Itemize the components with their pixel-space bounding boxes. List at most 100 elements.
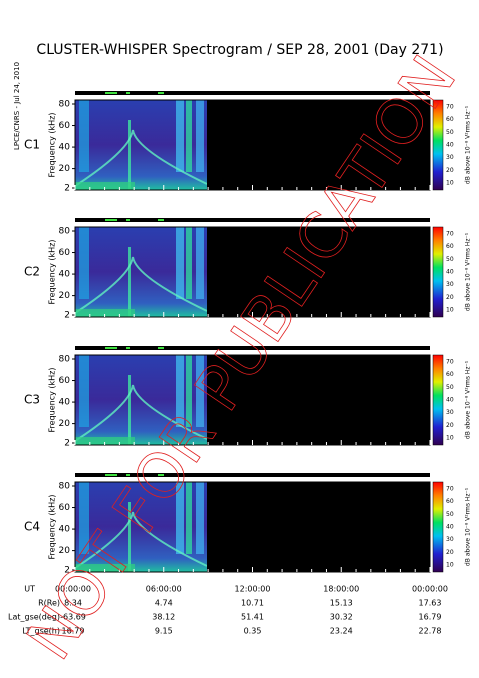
colorbar-tick-label: 40: [446, 142, 454, 149]
y-tick-label: 20: [59, 164, 71, 174]
colorbar-tick-label: 10: [446, 435, 454, 442]
ephemeris-value: 15.13: [330, 599, 353, 608]
spectrogram: [75, 227, 207, 317]
y-tick-label: 20: [59, 291, 71, 301]
y-tick-label: 2: [64, 439, 70, 449]
colorbar: [432, 481, 444, 573]
colorbar-label: dB above 10⁻⁸ V²rms Hz⁻¹: [465, 232, 472, 311]
colorbar-tick-label: 20: [446, 294, 454, 301]
panel-label: C4: [24, 520, 40, 534]
status-mark: [126, 219, 130, 221]
status-bar: [75, 91, 430, 95]
colorbar-tick-label: 10: [446, 180, 454, 187]
colorbar: [432, 354, 444, 446]
y-tick-label: 60: [59, 376, 71, 386]
spectral-feature: [196, 482, 204, 554]
y-axis-label: Frequency (kHz): [48, 240, 57, 305]
spectral-feature: [79, 482, 89, 554]
colorbar-tick-label: 60: [446, 243, 454, 250]
y-tick-label: 60: [59, 248, 71, 258]
ephemeris-value: 10.71: [241, 599, 264, 608]
spectrogram: [75, 100, 207, 190]
ephemeris-value: 16.79: [62, 627, 85, 636]
spectral-feature: [79, 100, 89, 172]
ephemeris-label: UT: [24, 585, 35, 594]
colorbar-tick-label: 30: [446, 281, 454, 288]
status-mark: [158, 347, 164, 349]
colorbar-tick-label: 60: [446, 116, 454, 123]
status-mark: [158, 219, 164, 221]
colorbar-tick-label: 70: [446, 359, 454, 366]
spectral-feature: [75, 564, 135, 572]
status-mark: [105, 474, 117, 476]
y-axis-label: Frequency (kHz): [48, 368, 57, 433]
status-bar: [75, 346, 430, 350]
status-bar: [75, 473, 430, 477]
panel-label: C2: [24, 265, 40, 279]
spectral-feature: [128, 247, 131, 317]
colorbar-tick-label: 40: [446, 524, 454, 531]
status-mark: [105, 219, 117, 221]
colorbar-tick-label: 60: [446, 498, 454, 505]
colorbar-tick-label: 70: [446, 231, 454, 238]
colorbar-tick-label: 70: [446, 104, 454, 111]
y-tick-label: 20: [59, 546, 71, 556]
colorbar-tick-label: 50: [446, 129, 454, 136]
spectral-feature: [186, 482, 192, 554]
spectral-feature: [74, 384, 208, 442]
spectral-feature: [128, 120, 131, 190]
colorbar-tick-label: 40: [446, 269, 454, 276]
ephemeris-value: 30.32: [330, 613, 353, 622]
y-tick-label: 80: [59, 355, 71, 365]
colorbar-tick-label: 20: [446, 167, 454, 174]
spectral-feature: [75, 309, 135, 317]
spectral-feature: [176, 482, 184, 554]
colorbar-tick-label: 10: [446, 307, 454, 314]
spectral-feature: [128, 502, 131, 572]
colorbar-label: dB above 10⁻⁸ V²rms Hz⁻¹: [465, 487, 472, 566]
title: CLUSTER-WHISPER Spectrogram / SEP 28, 20…: [36, 42, 443, 58]
colorbar-tick-label: 30: [446, 536, 454, 543]
y-tick-label: 40: [59, 525, 71, 535]
spectral-feature: [75, 182, 135, 190]
no-data: [207, 227, 430, 317]
colorbar: [432, 99, 444, 191]
no-data: [207, 482, 430, 572]
ephemeris-value: 23.24: [330, 627, 353, 636]
colorbar-tick-label: 50: [446, 384, 454, 391]
ephemeris-value: 22.78: [419, 627, 442, 636]
spectral-feature: [74, 511, 208, 569]
spectral-feature: [75, 437, 135, 445]
spectral-feature: [186, 100, 192, 172]
spectral-feature: [186, 227, 192, 299]
y-tick-label: 80: [59, 100, 71, 110]
colorbar-tick-label: 30: [446, 409, 454, 416]
y-tick-label: 20: [59, 419, 71, 429]
no-data: [207, 100, 430, 190]
ephemeris-value: 0.35: [244, 627, 262, 636]
panel-label: C3: [24, 393, 40, 407]
y-tick-label: 60: [59, 121, 71, 131]
y-tick-label: 2: [64, 566, 70, 576]
colorbar-label: dB above 10⁻⁸ V²rms Hz⁻¹: [465, 360, 472, 439]
status-mark: [158, 92, 164, 94]
status-mark: [158, 474, 164, 476]
spectral-feature: [79, 227, 89, 299]
status-mark: [126, 347, 130, 349]
colorbar-tick-label: 20: [446, 549, 454, 556]
colorbar-tick-label: 30: [446, 154, 454, 161]
spectral-feature: [128, 375, 131, 445]
colorbar-tick-label: 10: [446, 562, 454, 569]
spectrogram: [75, 355, 207, 445]
ephemeris-value: 9.15: [155, 627, 173, 636]
y-tick-label: 80: [59, 227, 71, 237]
y-axis-label: Frequency (kHz): [48, 113, 57, 178]
colorbar-tick-label: 40: [446, 397, 454, 404]
spectral-feature: [74, 256, 208, 314]
ephemeris-value: -63.69: [60, 613, 86, 622]
